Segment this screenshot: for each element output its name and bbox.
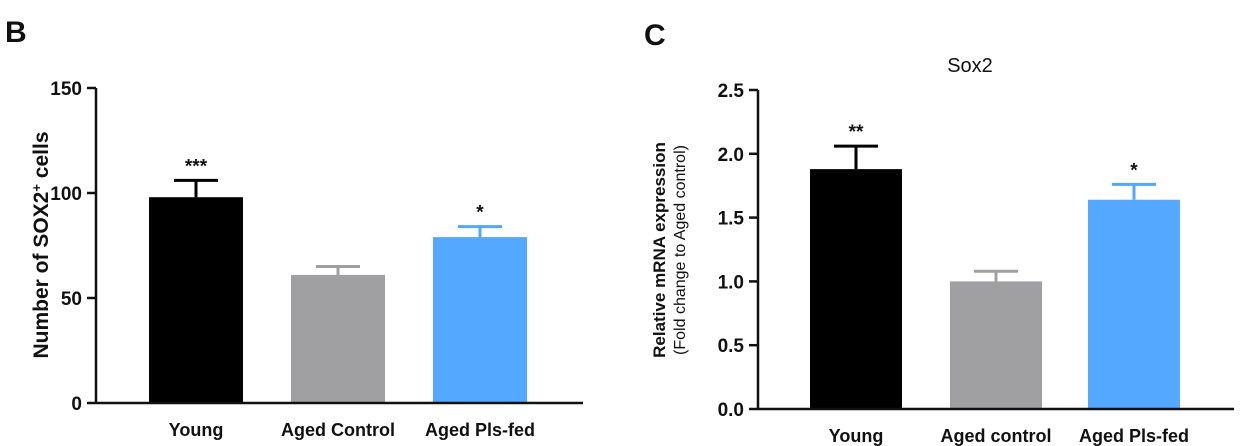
bar <box>433 237 527 403</box>
panel-b-y-label: Number of SOX2+ cells <box>29 131 54 358</box>
y-tick-label: 2.5 <box>718 81 745 102</box>
y-tick-label: 100 <box>50 184 82 205</box>
panel-b-marks: 0 50 100 150 *** Young Aged Control * Aged Pls-f… <box>50 79 535 440</box>
y-tick-label: 50 <box>61 289 82 310</box>
bar <box>149 197 243 403</box>
panel-c-y-label-2: (Fold change to Aged control) <box>672 145 689 355</box>
y-tick-label: 150 <box>50 79 82 100</box>
panel-c-y-label: Relative mRNA expression <box>650 142 669 358</box>
y-tick-label: 0 <box>71 394 82 415</box>
bar <box>810 169 902 409</box>
y-tick-label: 1.5 <box>718 209 745 230</box>
panel-c-marks: 0.0 0.5 1.0 1.5 2.0 2.5 ** Young Aged control * Ag… <box>718 81 1189 446</box>
y-tick-label: 0.5 <box>718 336 745 357</box>
category-label: Aged Pls-fed <box>1079 426 1189 446</box>
category-label: Aged Pls-fed <box>425 420 535 440</box>
y-tick-label: 0.0 <box>718 400 744 421</box>
panel-c-letter: C <box>644 19 666 52</box>
y-tick-label: 1.0 <box>718 272 744 293</box>
panel-c: C Sox2 0.0 0.5 1.0 1.5 2.0 2.5 ** Young Aged con… <box>644 19 1234 446</box>
category-label: Young <box>829 426 884 446</box>
panel-c-title: Sox2 <box>947 55 993 77</box>
category-label: Young <box>169 420 224 440</box>
bar <box>291 274 385 403</box>
bar <box>1088 199 1180 409</box>
category-label: Aged control <box>941 426 1052 446</box>
significance-label: * <box>1130 160 1138 181</box>
significance-label: ** <box>849 122 864 143</box>
significance-label: *** <box>185 156 208 177</box>
bar <box>950 281 1042 409</box>
panel-b-letter: B <box>5 16 27 49</box>
category-label: Aged Control <box>281 420 395 440</box>
y-tick-label: 2.0 <box>718 145 744 166</box>
significance-label: * <box>476 203 484 224</box>
panel-b: B 0 50 100 150 *** Young Aged Control * Aged Pls… <box>5 16 583 440</box>
